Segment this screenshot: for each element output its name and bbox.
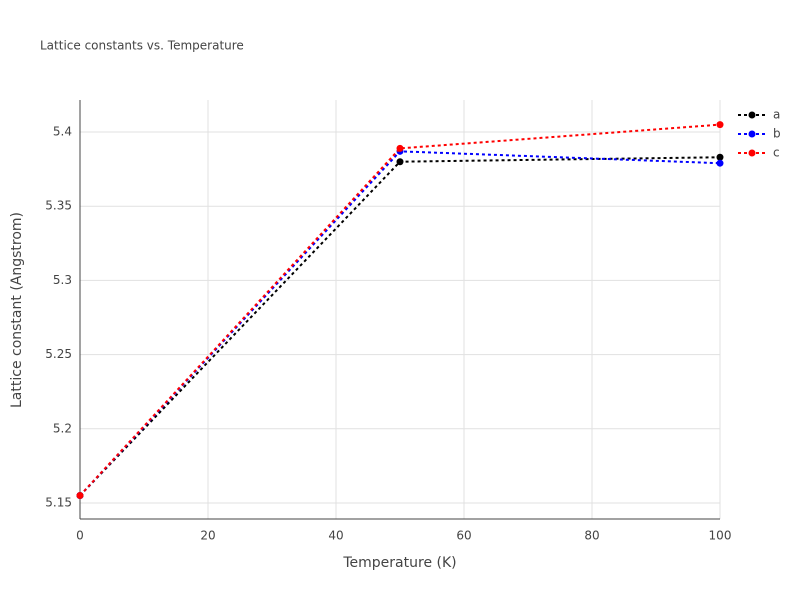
y-tick-label: 5.3 [53, 273, 72, 287]
y-tick-label: 5.4 [53, 125, 72, 139]
y-tick-label: 5.15 [45, 495, 72, 509]
x-tick-label: 60 [456, 529, 471, 543]
y-tick-label: 5.2 [53, 421, 72, 435]
x-tick-label: 80 [584, 529, 599, 543]
data-point [716, 121, 724, 129]
legend-label: a [773, 108, 780, 122]
x-tick-label: 20 [200, 529, 215, 543]
data-point [396, 158, 404, 166]
series-line [79, 156, 721, 497]
series-line [79, 150, 721, 497]
legend-label: c [773, 146, 780, 160]
y-axis-label: Lattice constant (Angstrom) [9, 212, 25, 408]
legend-marker [748, 130, 756, 138]
data-point [396, 144, 404, 152]
chart-title: Lattice constants vs. Temperature [40, 39, 244, 53]
series-line [79, 123, 721, 497]
data-point [76, 492, 84, 500]
x-axis-label: Temperature (K) [342, 555, 456, 571]
data-point [716, 153, 724, 161]
y-tick-label: 5.35 [45, 199, 72, 213]
legend-marker [748, 149, 756, 157]
legend-marker [748, 111, 756, 119]
legend-label: b [773, 127, 781, 141]
x-tick-label: 40 [328, 529, 343, 543]
x-tick-label: 100 [709, 529, 732, 543]
y-tick-label: 5.25 [45, 347, 72, 361]
data-point [716, 159, 724, 167]
x-tick-label: 0 [76, 529, 84, 543]
